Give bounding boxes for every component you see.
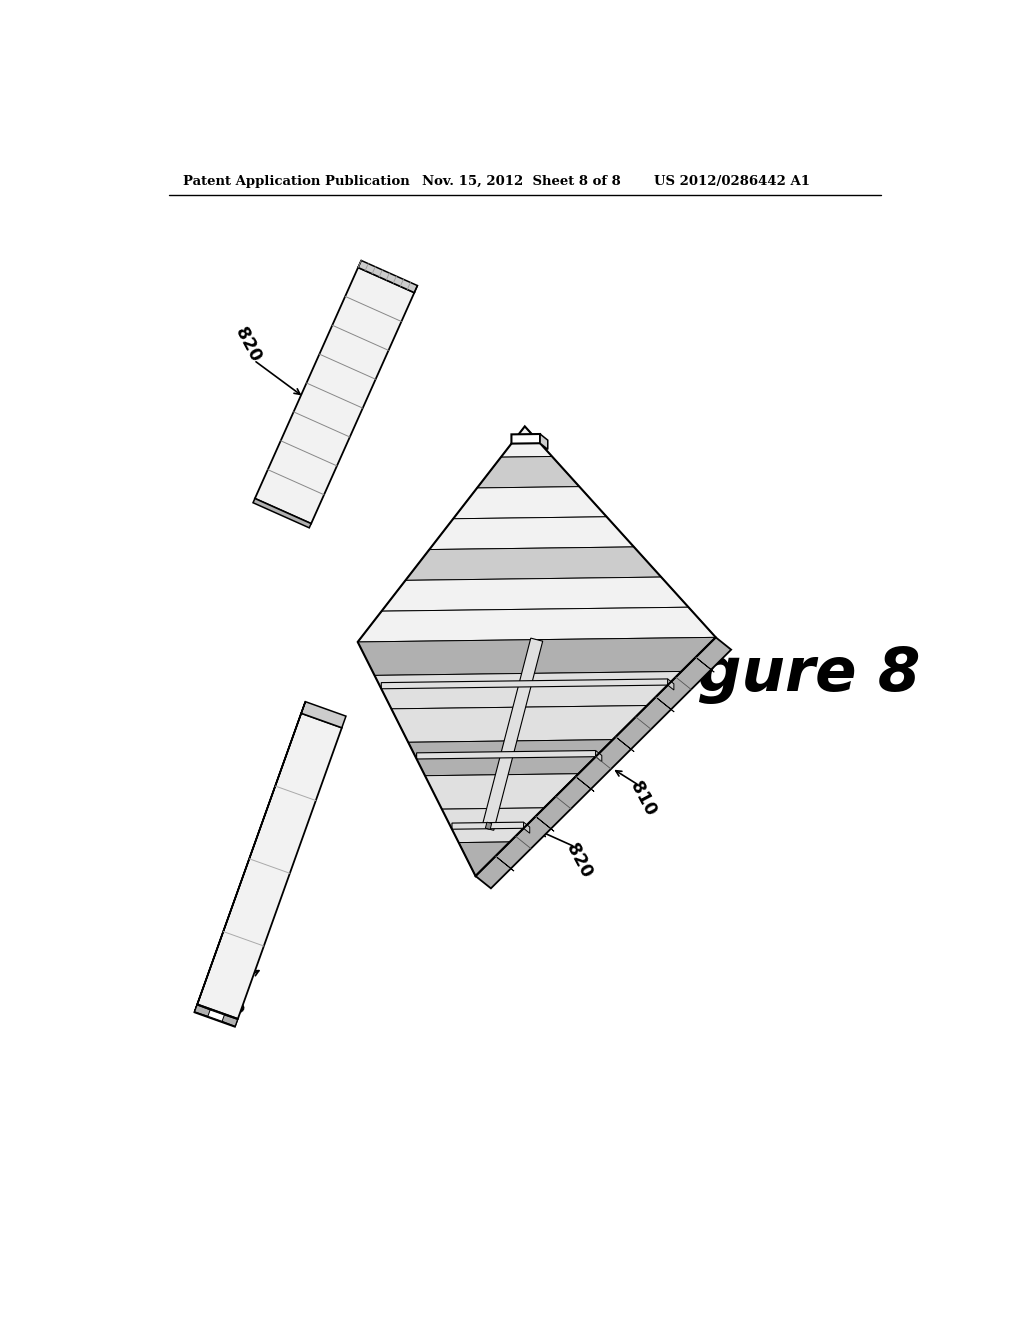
Polygon shape [253, 499, 311, 528]
Polygon shape [409, 739, 612, 776]
Polygon shape [578, 777, 594, 792]
Polygon shape [375, 672, 681, 709]
Text: 810: 810 [215, 978, 246, 1018]
Polygon shape [391, 706, 647, 742]
Polygon shape [668, 678, 674, 690]
Text: US 2012/0286442 A1: US 2012/0286442 A1 [654, 176, 810, 187]
Polygon shape [442, 808, 544, 842]
Polygon shape [208, 1010, 224, 1022]
Polygon shape [477, 457, 580, 488]
Polygon shape [358, 260, 418, 293]
Polygon shape [657, 698, 674, 711]
Text: 820: 820 [562, 841, 595, 880]
Polygon shape [596, 751, 602, 762]
Polygon shape [429, 517, 634, 549]
Text: Figure 8: Figure 8 [635, 644, 920, 704]
Polygon shape [475, 638, 731, 888]
Polygon shape [617, 738, 634, 751]
Text: Patent Application Publication: Patent Application Publication [183, 176, 410, 187]
Polygon shape [697, 659, 714, 672]
Polygon shape [538, 817, 554, 832]
Polygon shape [511, 434, 540, 444]
Polygon shape [301, 702, 346, 727]
Polygon shape [382, 577, 688, 611]
Polygon shape [501, 426, 552, 457]
Polygon shape [406, 546, 662, 581]
Polygon shape [452, 822, 523, 829]
Polygon shape [459, 842, 510, 876]
Polygon shape [523, 822, 529, 833]
Text: Nov. 15, 2012  Sheet 8 of 8: Nov. 15, 2012 Sheet 8 of 8 [422, 176, 621, 187]
Polygon shape [425, 774, 579, 809]
Polygon shape [381, 678, 668, 689]
Polygon shape [482, 638, 543, 830]
Text: 820: 820 [231, 325, 264, 366]
Polygon shape [357, 607, 716, 642]
Polygon shape [540, 434, 548, 449]
Polygon shape [198, 713, 342, 1019]
Polygon shape [357, 638, 716, 676]
Polygon shape [195, 1005, 238, 1027]
Polygon shape [454, 487, 606, 519]
Polygon shape [195, 702, 305, 1012]
Polygon shape [417, 751, 596, 759]
Polygon shape [497, 858, 514, 871]
Polygon shape [485, 822, 492, 829]
Polygon shape [255, 268, 415, 524]
Polygon shape [195, 1005, 238, 1027]
Text: 810: 810 [626, 779, 659, 820]
